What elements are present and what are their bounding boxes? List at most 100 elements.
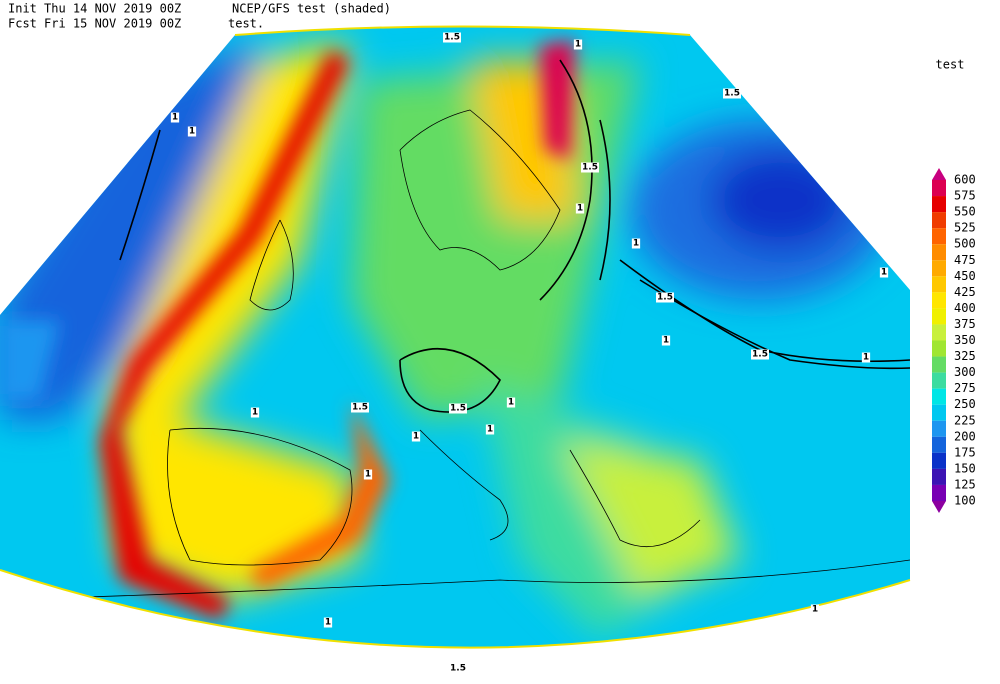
colorbar-box bbox=[932, 180, 946, 197]
contour-label-box bbox=[575, 203, 585, 214]
shaded-field bbox=[0, 26, 910, 648]
contour-label-box bbox=[323, 617, 333, 628]
contour-label-box bbox=[351, 402, 369, 413]
contour-label-box bbox=[810, 604, 820, 615]
colorbar-label: 225 bbox=[954, 413, 976, 427]
fcst-label: Fcst bbox=[8, 17, 37, 31]
legend-title: test bbox=[936, 58, 965, 72]
contour-label: 1.5 bbox=[582, 163, 598, 173]
colorbar-box bbox=[932, 372, 946, 389]
colorbar-box bbox=[932, 356, 946, 373]
colorbar-label: 300 bbox=[954, 365, 976, 379]
contour-label: 1 bbox=[575, 40, 581, 50]
colorbar-box bbox=[932, 324, 946, 341]
colorbar: 600 575 550 525 500 475 450 425 400 375 350 325 300 2… bbox=[932, 168, 976, 513]
contour-label-box bbox=[581, 162, 599, 173]
contour-label: 1 bbox=[663, 336, 669, 346]
colorbar-top-arrow bbox=[932, 168, 946, 180]
contour-label: 1 bbox=[812, 605, 818, 615]
colorbar-box bbox=[932, 308, 946, 325]
contour-label: 1.5 bbox=[444, 33, 460, 43]
colorbar-label: 500 bbox=[954, 237, 976, 251]
colorbar-box bbox=[932, 228, 946, 245]
contour-label-box bbox=[170, 112, 180, 123]
contour-label-box bbox=[723, 88, 741, 99]
contour-label-box bbox=[751, 349, 769, 360]
contour-label: 1.5 bbox=[450, 664, 466, 674]
contour-title: test. bbox=[228, 17, 264, 31]
colorbar-label: 350 bbox=[954, 333, 976, 347]
fcst-date: Fri 15 NOV 2019 00Z bbox=[44, 17, 181, 31]
colorbar-bottom-arrow bbox=[932, 501, 946, 513]
contour-label-box bbox=[861, 352, 871, 363]
init-label: Init bbox=[8, 2, 37, 16]
colorbar-label: 600 bbox=[954, 173, 976, 187]
contour-labels: 1.5 1 1 1 1.5 1.5 1 1 1 1.5 1 1.5 1 1 1.5 1.5 1 1 1 1 1 1 1.5 bbox=[170, 32, 889, 674]
colorbar-box bbox=[932, 276, 946, 293]
model-title: NCEP/GFS test (shaded) bbox=[232, 2, 391, 16]
colorbar-box bbox=[932, 196, 946, 213]
colorbar-label: 125 bbox=[954, 477, 976, 491]
colorbar-label: 525 bbox=[954, 221, 976, 235]
colorbar-label: 100 bbox=[954, 494, 976, 508]
colorbar-label: 325 bbox=[954, 349, 976, 363]
contour-label-box bbox=[449, 403, 467, 414]
colorbar-box bbox=[932, 436, 946, 453]
colorbar-box bbox=[932, 244, 946, 261]
contour-label: 1 bbox=[325, 618, 331, 628]
contour-label: 1 bbox=[172, 113, 178, 123]
colorbar-box bbox=[932, 260, 946, 277]
colorbar-label: 150 bbox=[954, 461, 976, 475]
colorbar-label: 250 bbox=[954, 397, 976, 411]
colorbar-label: 450 bbox=[954, 269, 976, 283]
contour-label: 1 bbox=[508, 398, 514, 408]
colorbar-box bbox=[932, 452, 946, 469]
colorbar-box bbox=[932, 388, 946, 405]
contour-label: 1 bbox=[252, 408, 258, 418]
contour-label: 1 bbox=[365, 470, 371, 480]
contour-label-box bbox=[187, 126, 197, 137]
domain-bottom-edge bbox=[0, 569, 911, 649]
colorbar-box bbox=[932, 420, 946, 437]
contour-label: 1 bbox=[487, 425, 493, 435]
domain-top-edge bbox=[234, 25, 691, 36]
colorbar-label: 400 bbox=[954, 301, 976, 315]
colorbar-box bbox=[932, 292, 946, 309]
init-date: Thu 14 NOV 2019 00Z bbox=[44, 2, 181, 16]
colorbar-box bbox=[932, 468, 946, 485]
colorbar-label: 425 bbox=[954, 285, 976, 299]
contour-label-box bbox=[573, 39, 583, 50]
contour-label-box bbox=[631, 238, 641, 249]
colorbar-label: 200 bbox=[954, 429, 976, 443]
contour-label-box bbox=[506, 397, 516, 408]
colorbar-label: 275 bbox=[954, 381, 976, 395]
contour-label-box bbox=[250, 407, 260, 418]
contour-label-box bbox=[449, 663, 467, 674]
contour-label-box bbox=[363, 469, 373, 480]
contour-label-box bbox=[879, 267, 889, 278]
colorbar-label: 375 bbox=[954, 317, 976, 331]
contour-label: 1.5 bbox=[724, 89, 740, 99]
contour-label: 1.5 bbox=[352, 403, 368, 413]
colorbar-box bbox=[932, 484, 946, 501]
contour-label: 1.5 bbox=[450, 404, 466, 414]
colorbar-label: 550 bbox=[954, 205, 976, 219]
contour-label: 1 bbox=[189, 127, 195, 137]
contour-label: 1 bbox=[863, 353, 869, 363]
contour-label-box bbox=[485, 424, 495, 435]
contour-label: 1.5 bbox=[657, 293, 673, 303]
colorbar-label: 475 bbox=[954, 253, 976, 267]
contour-label: 1 bbox=[633, 239, 639, 249]
contour-label: 1 bbox=[577, 204, 583, 214]
contour-label-box bbox=[411, 431, 421, 442]
colorbar-label: 575 bbox=[954, 189, 976, 203]
contour-label-box bbox=[656, 292, 674, 303]
colorbar-label: 175 bbox=[954, 445, 976, 459]
contour-label: 1 bbox=[413, 432, 419, 442]
colorbar-box bbox=[932, 212, 946, 229]
colorbar-box bbox=[932, 340, 946, 357]
contour-label-box bbox=[661, 335, 671, 346]
contour-label-box bbox=[443, 32, 461, 43]
contour-label: 1.5 bbox=[752, 350, 768, 360]
